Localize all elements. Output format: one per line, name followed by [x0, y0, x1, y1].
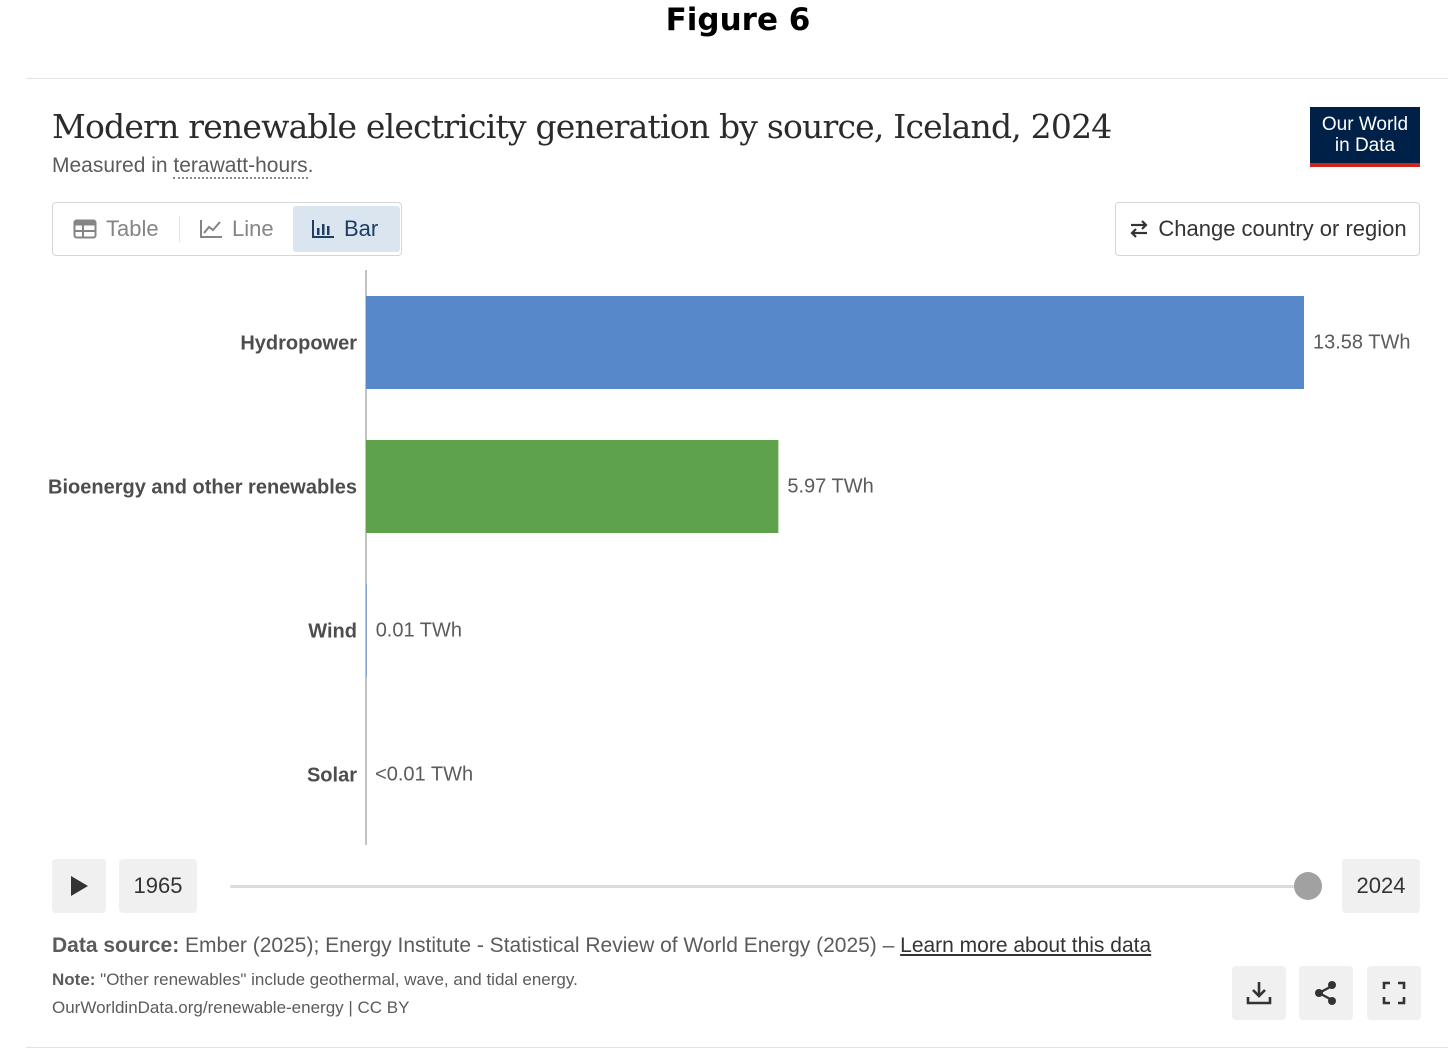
source-text: Ember (2025); Energy Institute - Statist… — [179, 934, 901, 957]
bar-bioenergy-and-other-renewables[interactable] — [366, 440, 779, 533]
tab-table[interactable]: Table — [73, 206, 159, 252]
value-label: 0.01 TWh — [376, 620, 462, 642]
note-text: "Other renewables" include geothermal, w… — [95, 970, 578, 989]
timeline-end-year[interactable]: 2024 — [1342, 859, 1420, 913]
data-source: Data source: Ember (2025); Energy Instit… — [52, 934, 1151, 958]
download-button[interactable] — [1232, 966, 1286, 1020]
tab-bar[interactable]: Bar — [293, 206, 400, 252]
download-icon — [1246, 982, 1272, 1005]
chart-subtitle: Measured in terawatt-hours. — [52, 154, 314, 179]
bar-hydropower[interactable] — [366, 296, 1304, 389]
share-button[interactable] — [1299, 966, 1353, 1020]
timeline-slider-track[interactable] — [230, 885, 1310, 888]
note-label: Note: — [52, 970, 96, 989]
source-label: Data source: — [52, 934, 180, 957]
subtitle-prefix: Measured in — [52, 154, 174, 177]
value-label: <0.01 TWh — [375, 764, 473, 786]
chart-title: Modern renewable electricity generation … — [52, 107, 1112, 146]
category-label: Solar — [307, 765, 357, 787]
timeline-start-year[interactable]: 1965 — [119, 859, 197, 913]
category-label: Bioenergy and other renewables — [48, 477, 357, 499]
unit-link[interactable]: terawatt-hours — [173, 154, 308, 179]
bottom-divider — [26, 1047, 1448, 1048]
top-divider — [26, 78, 1448, 79]
value-label: 13.58 TWh — [1313, 332, 1410, 354]
category-label: Wind — [308, 621, 357, 643]
credit-link[interactable]: OurWorldinData.org/renewable-energy | CC… — [52, 998, 410, 1017]
logo-line-2: in Data — [1334, 135, 1396, 156]
timeline-slider-handle[interactable] — [1294, 872, 1322, 900]
owid-logo[interactable]: Our World in Data — [1310, 107, 1420, 167]
line-chart-icon — [200, 220, 222, 238]
bar-chart: Hydropower 13.58 TWh Bioenergy and other r… — [48, 270, 1410, 845]
category-label: Hydropower — [240, 333, 357, 355]
table-icon — [73, 219, 97, 239]
swap-arrows-icon — [1130, 220, 1148, 238]
tab-table-label: Table — [106, 216, 159, 241]
tab-bar-label: Bar — [344, 216, 379, 241]
tab-line-label: Line — [232, 216, 274, 241]
subtitle-suffix: . — [307, 154, 314, 177]
tab-line[interactable]: Line — [199, 206, 274, 252]
bar-wind[interactable] — [366, 584, 367, 677]
note: Note: "Other renewables" include geother… — [52, 970, 578, 990]
play-icon — [71, 876, 88, 896]
share-icon — [1315, 981, 1336, 1005]
figure-heading: Figure 6 — [665, 2, 811, 38]
fullscreen-button[interactable] — [1367, 966, 1421, 1020]
learn-more-link[interactable]: Learn more about this data — [900, 934, 1152, 957]
logo-line-1: Our World — [1321, 114, 1409, 135]
fullscreen-icon — [1382, 981, 1406, 1005]
bar-chart-icon — [312, 220, 334, 238]
change-country-button[interactable]: Change country or region — [1115, 202, 1420, 256]
tab-separator — [179, 216, 180, 242]
value-label: 5.97 TWh — [787, 476, 873, 498]
change-country-label: Change country or region — [1158, 216, 1407, 241]
play-button[interactable] — [52, 859, 106, 913]
view-tabs: Table Line Bar — [52, 202, 402, 256]
